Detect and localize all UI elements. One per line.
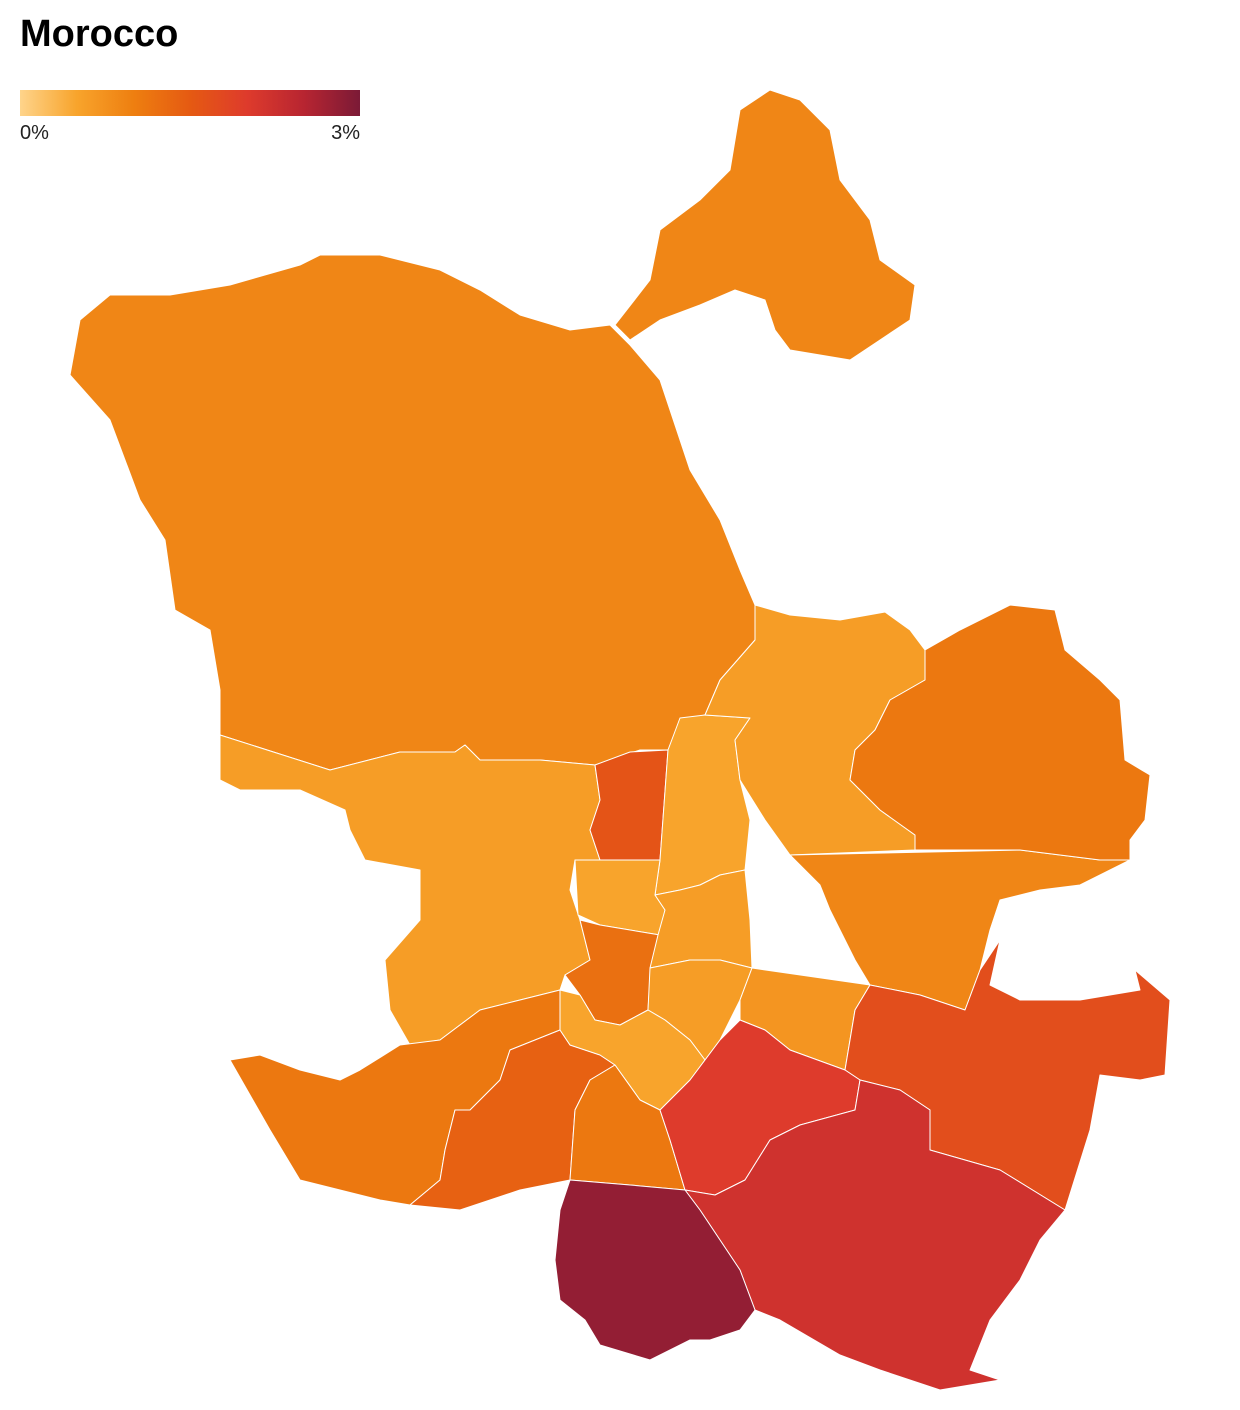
district (69, 254, 756, 771)
district (589, 749, 669, 861)
district (614, 89, 916, 361)
district (554, 1179, 756, 1361)
map-title: Morocco (20, 13, 178, 55)
legend-tick-label: 0% (20, 122, 49, 144)
district (849, 604, 1151, 861)
legend-tick-label: 3% (331, 122, 360, 144)
legend-bar (20, 90, 360, 116)
district (684, 1079, 1066, 1391)
district (219, 734, 601, 1046)
regions (69, 89, 1171, 1391)
